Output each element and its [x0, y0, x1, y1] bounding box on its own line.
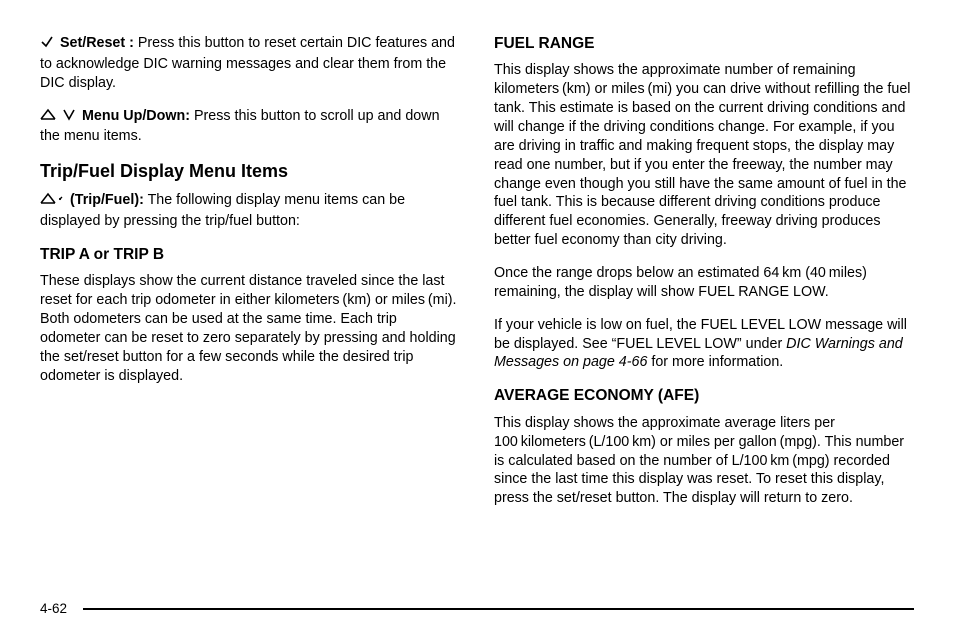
tripab-heading: TRIP A or TRIP B — [40, 245, 460, 265]
setreset-label: Set/Reset : — [60, 35, 134, 51]
fuelrange-heading: FUEL RANGE — [494, 34, 914, 54]
menuupdown-paragraph: Menu Up/Down: Press this button to scrol… — [40, 107, 460, 147]
fuelrange-p3: If your vehicle is low on fuel, the FUEL… — [494, 316, 914, 373]
tripfuel-main-heading: Trip/Fuel Display Menu Items — [40, 160, 460, 184]
right-column: FUEL RANGE This display shows the approx… — [494, 34, 914, 589]
fuelrange-p1: This display shows the approximate numbe… — [494, 61, 914, 250]
tripfuel-icon — [40, 192, 64, 212]
page-footer: 4-62 — [40, 601, 914, 616]
fuelrange-p2: Once the range drops below an estimated … — [494, 264, 914, 302]
setreset-paragraph: Set/Reset : Press this button to reset c… — [40, 34, 460, 93]
manual-page: Set/Reset : Press this button to reset c… — [0, 0, 954, 638]
page-number: 4-62 — [40, 601, 67, 616]
left-column: Set/Reset : Press this button to reset c… — [40, 34, 460, 589]
checkmark-icon — [40, 35, 54, 55]
two-column-layout: Set/Reset : Press this button to reset c… — [40, 34, 914, 589]
footer-rule — [83, 608, 914, 610]
menuupdown-label: Menu Up/Down: — [82, 108, 190, 124]
afe-text: This display shows the approximate avera… — [494, 414, 914, 508]
menu-up-icon — [40, 108, 56, 128]
tripab-text: These displays show the current distance… — [40, 272, 460, 385]
menu-down-icon — [62, 108, 76, 128]
fuelrange-p3b: for more information. — [647, 354, 783, 370]
tripfuel-paragraph: (Trip/Fuel): The following display menu … — [40, 191, 460, 231]
tripfuel-label: (Trip/Fuel): — [70, 192, 144, 208]
afe-heading: AVERAGE ECONOMY (AFE) — [494, 386, 914, 406]
